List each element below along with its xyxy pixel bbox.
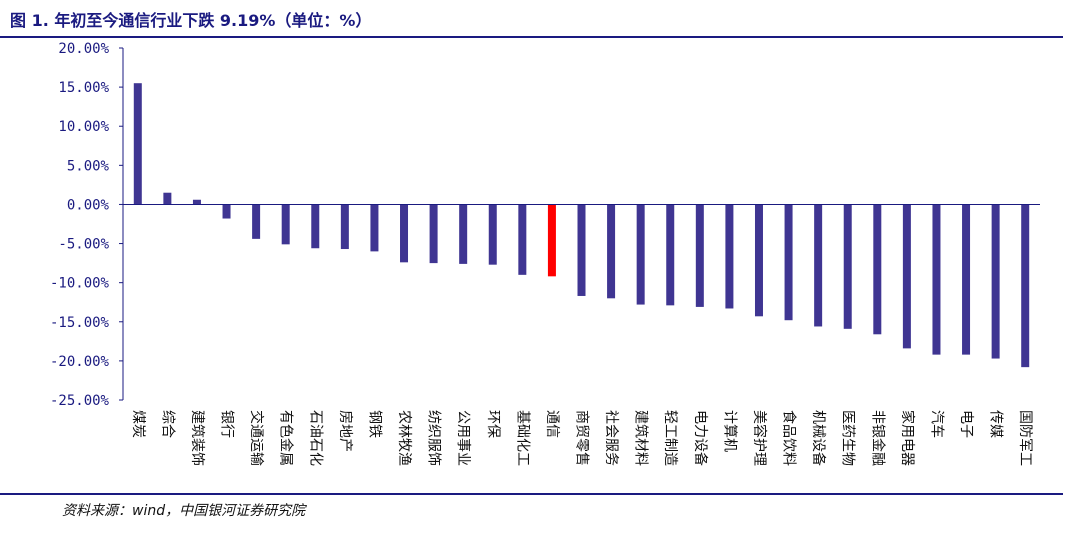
bar-18 bbox=[636, 204, 645, 305]
y-tick-label: -20.00% bbox=[50, 354, 110, 370]
y-tick-label: -10.00% bbox=[50, 276, 110, 292]
chart-title: 图 1. 年初至今通信行业下跌 9.19%（单位：%） bbox=[10, 11, 372, 30]
bar-29 bbox=[962, 204, 971, 355]
x-tick-label: 建筑材料 bbox=[633, 410, 649, 466]
x-tick-label: 计算机 bbox=[721, 410, 737, 452]
bar-2 bbox=[163, 192, 172, 205]
x-tick-label: 电子 bbox=[958, 410, 974, 438]
y-tick-label: 5.00% bbox=[67, 158, 110, 174]
x-tick-label: 环保 bbox=[485, 410, 501, 438]
x-tick-label: 汽车 bbox=[928, 410, 945, 438]
bar-13 bbox=[488, 204, 497, 265]
bar-15 bbox=[547, 204, 556, 277]
source-note: 资料来源：wind，中国银河证券研究院 bbox=[62, 503, 306, 519]
x-tick-label: 交通运输 bbox=[248, 410, 265, 466]
bar-6 bbox=[281, 204, 290, 245]
x-tick-label: 通信 bbox=[544, 410, 560, 438]
y-tick-label: -15.00% bbox=[50, 315, 110, 331]
bar-8 bbox=[340, 204, 349, 250]
bar-28 bbox=[932, 204, 941, 355]
bar-1 bbox=[133, 83, 142, 205]
bar-12 bbox=[459, 204, 468, 264]
x-tick-label: 家用电器 bbox=[899, 410, 916, 466]
x-tick-label: 公用事业 bbox=[455, 410, 471, 466]
x-tick-label: 基础化工 bbox=[514, 410, 531, 466]
x-tick-label: 社会服务 bbox=[603, 410, 619, 466]
x-tick-label: 农林牧渔 bbox=[396, 410, 412, 466]
x-tick-label: 钢铁 bbox=[366, 410, 382, 438]
x-tick-label: 传媒 bbox=[988, 410, 1004, 438]
bar-7 bbox=[311, 204, 320, 249]
bar-4 bbox=[222, 204, 231, 219]
bar-chart: 20.00% 15.00% 10.00% 5.00% 0.00% -5.00% -10.00… bbox=[50, 41, 1040, 466]
y-tick-label: -5.00% bbox=[58, 237, 109, 253]
bar-25 bbox=[843, 204, 852, 329]
bar-26 bbox=[873, 204, 882, 335]
bar-23 bbox=[784, 204, 793, 321]
y-tick-label: 20.00% bbox=[58, 41, 109, 57]
bar-30 bbox=[991, 204, 1000, 359]
x-tick-label: 房地产 bbox=[337, 410, 353, 452]
top-rule bbox=[0, 36, 1063, 38]
x-tick-label: 有色金属 bbox=[278, 410, 295, 466]
y-tick-label: 0.00% bbox=[67, 197, 110, 213]
x-tick-label: 银行 bbox=[219, 410, 235, 438]
x-tick-label: 机械设备 bbox=[810, 410, 827, 466]
bar-5 bbox=[252, 204, 261, 239]
bar-20 bbox=[695, 204, 704, 307]
bar-9 bbox=[370, 204, 379, 252]
bar-14 bbox=[518, 204, 527, 275]
bar-31 bbox=[1021, 204, 1030, 368]
x-tick-label: 综合 bbox=[159, 410, 175, 438]
x-tick-label: 电力设备 bbox=[692, 410, 709, 466]
x-tick-label: 国防军工 bbox=[1017, 410, 1033, 466]
bar-3 bbox=[192, 199, 201, 205]
x-tick-label: 非银金融 bbox=[869, 410, 885, 466]
x-tick-label: 建筑装饰 bbox=[189, 410, 205, 466]
x-tick-label: 轻工制造 bbox=[662, 410, 678, 466]
x-tick-label: 食品饮料 bbox=[781, 410, 798, 466]
bar-27 bbox=[902, 204, 911, 349]
x-tick-label: 煤炭 bbox=[130, 410, 146, 438]
x-tick-label: 商贸零售 bbox=[574, 410, 590, 466]
x-tick-label: 医药生物 bbox=[840, 410, 856, 466]
bar-17 bbox=[607, 204, 616, 299]
bar-21 bbox=[725, 204, 734, 309]
bar-16 bbox=[577, 204, 586, 296]
x-tick-label: 石油石化 bbox=[307, 410, 323, 466]
y-tick-label: 15.00% bbox=[58, 80, 109, 96]
bar-19 bbox=[666, 204, 675, 306]
bottom-rule bbox=[0, 493, 1063, 495]
y-tick-label: 10.00% bbox=[58, 119, 109, 135]
bar-11 bbox=[429, 204, 438, 264]
bar-10 bbox=[400, 204, 409, 263]
y-tick-label: -25.00% bbox=[50, 393, 110, 409]
bar-22 bbox=[754, 204, 763, 317]
bar-24 bbox=[814, 204, 823, 327]
x-tick-label: 美容护理 bbox=[751, 410, 768, 466]
x-tick-label: 纺织服饰 bbox=[426, 410, 442, 466]
